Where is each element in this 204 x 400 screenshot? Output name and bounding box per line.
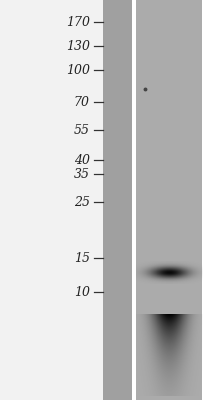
Bar <box>136 0 204 400</box>
Text: 40: 40 <box>74 154 90 166</box>
Text: 170: 170 <box>66 16 90 28</box>
Text: 70: 70 <box>74 96 90 108</box>
Bar <box>132 0 136 400</box>
Text: 100: 100 <box>66 64 90 76</box>
Bar <box>202 0 204 400</box>
Text: 10: 10 <box>74 286 90 298</box>
Text: 55: 55 <box>74 124 90 136</box>
Text: 15: 15 <box>74 252 90 264</box>
Bar <box>103 0 132 400</box>
Text: 130: 130 <box>66 40 90 52</box>
Text: 35: 35 <box>74 168 90 180</box>
Text: 25: 25 <box>74 196 90 208</box>
